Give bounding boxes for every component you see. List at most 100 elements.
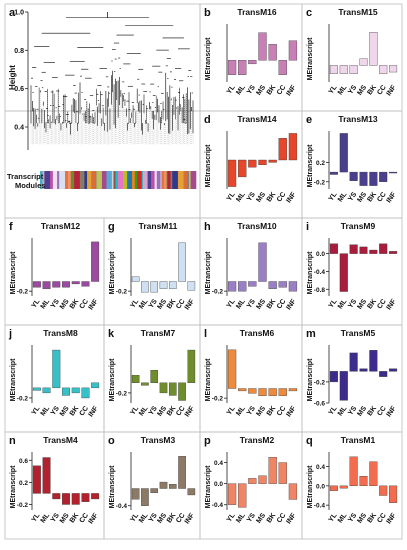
module-segment <box>190 171 197 189</box>
bar <box>238 60 247 75</box>
y-axis-label: MEtranscript <box>307 465 314 508</box>
bar <box>71 281 80 285</box>
category-label: CC <box>79 512 91 524</box>
chart-title: TransM10 <box>237 221 276 231</box>
module-segment <box>147 171 152 189</box>
bar <box>349 171 358 181</box>
category-label: INF <box>285 512 298 526</box>
bar <box>248 478 257 484</box>
bar <box>227 349 237 389</box>
chart-title: TransM2 <box>240 435 275 445</box>
module-segment <box>137 171 143 189</box>
bar <box>168 281 177 289</box>
category-label: BK <box>366 512 378 524</box>
module-segment <box>96 171 103 189</box>
category-label: YL <box>226 405 237 417</box>
panel-e: e TransM13 MEtranscript -0.2 0.2 YLMLYSMSBKCC… <box>301 110 403 219</box>
y-tick-label: -0.4 <box>212 502 224 509</box>
bar <box>62 387 70 396</box>
bar <box>389 171 398 174</box>
bar <box>178 456 186 489</box>
y-axis-label: MEtranscript <box>307 37 314 80</box>
bar <box>258 475 267 484</box>
dendrogram-panel: a Height 1.0 0.8 0.6 0.4 Transcript Modules <box>4 3 201 219</box>
category-label: CC <box>175 298 187 310</box>
bar <box>339 133 348 173</box>
category-label: YL <box>328 512 339 524</box>
category-label: ML <box>138 298 150 311</box>
category-label: YS <box>246 191 257 203</box>
category-label: INF <box>88 405 101 419</box>
bar <box>141 281 149 293</box>
module-segment <box>50 171 54 189</box>
category-label: CC <box>376 512 388 524</box>
category-label: ML <box>337 405 349 418</box>
category-label: INF <box>184 405 197 419</box>
bar <box>81 387 90 399</box>
category-label: INF <box>285 298 298 312</box>
category-label: MS <box>356 84 368 97</box>
y-axis-label: MEtranscript <box>205 465 212 508</box>
module-segment <box>161 171 165 189</box>
category-label: YL <box>129 512 140 524</box>
chart-title: TransM14 <box>237 114 276 124</box>
panel-letter: j <box>8 328 12 340</box>
category-label: BK <box>366 298 378 310</box>
bar <box>379 371 388 377</box>
category-label: INF <box>88 298 101 312</box>
module-segment <box>132 171 136 189</box>
category-label: MS <box>59 405 71 418</box>
bar <box>288 133 298 161</box>
category-label: INF <box>285 191 298 205</box>
module-segment <box>101 171 107 189</box>
bar <box>238 159 247 178</box>
category-label: CC <box>79 298 91 310</box>
module-segment <box>87 171 92 189</box>
module-segment <box>123 171 128 189</box>
y-tick-label: 0.0 <box>316 251 325 258</box>
bar <box>227 159 237 187</box>
category-label: MS <box>356 405 368 418</box>
category-label: ML <box>337 512 349 525</box>
category-label: MS <box>255 298 267 311</box>
panel-letter: a <box>9 7 16 19</box>
y-tick-label: -0.2 <box>116 289 128 296</box>
y-tick-label: -0.2 <box>212 396 224 403</box>
bar <box>339 65 348 74</box>
y-tick-label: -0.2 <box>17 395 29 402</box>
panel-letter: b <box>204 7 211 19</box>
category-label: ML <box>40 512 52 525</box>
category-label: YL <box>226 191 237 203</box>
module-segment <box>160 171 162 189</box>
bar <box>131 488 140 500</box>
bar <box>389 368 398 372</box>
module-segment <box>68 171 72 189</box>
category-label: YL <box>129 405 140 417</box>
module-segment <box>95 171 97 189</box>
bar <box>349 65 358 74</box>
category-label: INF <box>184 512 197 526</box>
category-label: BK <box>266 512 278 524</box>
bar <box>248 60 257 65</box>
category-label: MS <box>59 512 71 525</box>
category-label: BK <box>266 298 278 310</box>
chart-title: TransM1 <box>341 435 376 445</box>
bar <box>178 382 186 401</box>
category-label: CC <box>175 512 187 524</box>
bar <box>91 382 100 389</box>
bar <box>379 171 388 182</box>
bar <box>42 387 51 394</box>
category-label: YL <box>226 512 237 524</box>
y-axis-label: MEtranscript <box>205 144 212 187</box>
bar <box>62 281 70 288</box>
module-segment <box>65 171 69 189</box>
bar <box>329 485 338 491</box>
bar <box>278 138 287 161</box>
bar <box>131 375 140 384</box>
category-label: CC <box>276 84 288 96</box>
